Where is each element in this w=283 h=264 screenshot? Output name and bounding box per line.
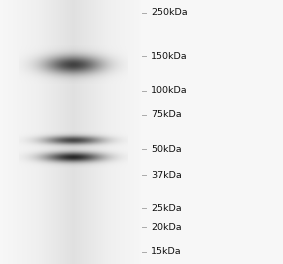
Text: 150kDa: 150kDa: [151, 51, 188, 60]
Text: 15kDa: 15kDa: [151, 247, 182, 256]
Text: 250kDa: 250kDa: [151, 8, 188, 17]
Text: 75kDa: 75kDa: [151, 111, 182, 120]
Text: 50kDa: 50kDa: [151, 145, 182, 154]
Text: 37kDa: 37kDa: [151, 171, 182, 180]
Text: 20kDa: 20kDa: [151, 223, 182, 232]
Text: 25kDa: 25kDa: [151, 204, 182, 213]
Text: 100kDa: 100kDa: [151, 86, 188, 95]
